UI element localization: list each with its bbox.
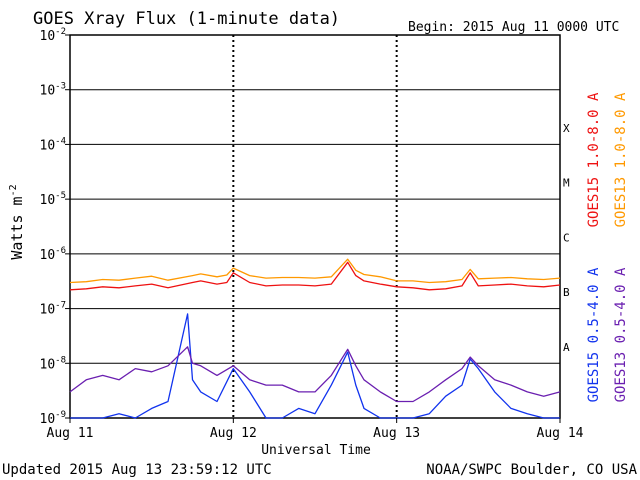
y-tick-exponent: -6: [55, 246, 66, 256]
y-tick-base: 10: [40, 357, 56, 372]
y-tick-label: 10-3: [40, 82, 67, 99]
plot-area: [69, 34, 561, 419]
y-tick-base: 10: [40, 138, 56, 153]
legend: GOES15 1.0-8.0 A GOES13 1.0-8.0 A GOES15 0…: [586, 92, 629, 402]
y-tick-exponent: -7: [55, 301, 66, 311]
plot-frame: [69, 34, 561, 419]
y-axis-label-superscript: -2: [8, 184, 19, 196]
day-dividers: [232, 35, 398, 418]
flare-class-label: C: [563, 231, 570, 244]
y-tick-exponent: -4: [55, 136, 66, 146]
x-tick-label: Aug 11: [47, 426, 94, 441]
y-axis-label-text: Watts m: [8, 196, 26, 259]
y-tick-exponent: -3: [55, 82, 66, 92]
series-line: [69, 261, 561, 291]
begin-label: Begin: 2015 Aug 11 0000 UTC: [408, 20, 619, 35]
y-tick-exponent: -8: [55, 355, 66, 365]
chart-title: GOES Xray Flux (1-minute data): [33, 9, 340, 29]
legend-entry: GOES13 0.5-4.0 A: [613, 267, 629, 402]
footer-credit: NOAA/SWPC Boulder, CO USA: [426, 462, 637, 478]
flare-class-label: A: [563, 341, 570, 354]
y-tick-base: 10: [40, 248, 56, 263]
flare-class-label: M: [563, 177, 570, 190]
x-tick-label: Aug 12: [210, 426, 257, 441]
y-tick-base: 10: [40, 193, 56, 208]
legend-entry: GOES13 1.0-8.0 A: [613, 92, 629, 227]
y-axis-ticks: 10-210-310-410-510-610-710-810-9: [40, 27, 70, 427]
y-tick-exponent: -2: [55, 27, 66, 37]
flare-class-label: B: [563, 286, 570, 299]
x-tick-label: Aug 13: [373, 426, 420, 441]
x-axis-label: Universal Time: [261, 443, 371, 458]
footer-updated: Updated 2015 Aug 13 23:59:12 UTC: [2, 462, 272, 478]
y-tick-label: 10-9: [40, 410, 67, 427]
y-tick-base: 10: [40, 412, 56, 427]
y-tick-exponent: -5: [55, 191, 66, 201]
y-tick-label: 10-4: [40, 136, 67, 153]
y-axis-label: Watts m-2: [8, 184, 26, 259]
y-tick-base: 10: [40, 303, 56, 318]
y-tick-label: 10-2: [40, 27, 67, 44]
series-line: [70, 313, 560, 419]
y-tick-label: 10-5: [40, 191, 67, 208]
y-tick-label: 10-7: [40, 301, 67, 318]
legend-entry: GOES15 1.0-8.0 A: [586, 92, 602, 227]
y-tick-base: 10: [40, 84, 56, 99]
y-tick-label: 10-8: [40, 355, 67, 372]
x-axis-ticks: Aug 11 Aug 12 Aug 13 Aug 14: [47, 418, 584, 441]
series-layer: [69, 258, 561, 419]
x-tick-label: Aug 14: [537, 426, 584, 441]
series-line: [69, 258, 561, 284]
gridlines: [70, 89, 560, 364]
y-tick-base: 10: [40, 29, 56, 44]
y-tick-exponent: -9: [55, 410, 66, 420]
flare-class-label: X: [563, 122, 570, 135]
y-tick-label: 10-6: [40, 246, 67, 263]
flare-class-labels: X M C B A: [563, 122, 570, 354]
legend-entry: GOES15 0.5-4.0 A: [586, 267, 602, 402]
series-line: [69, 346, 561, 403]
